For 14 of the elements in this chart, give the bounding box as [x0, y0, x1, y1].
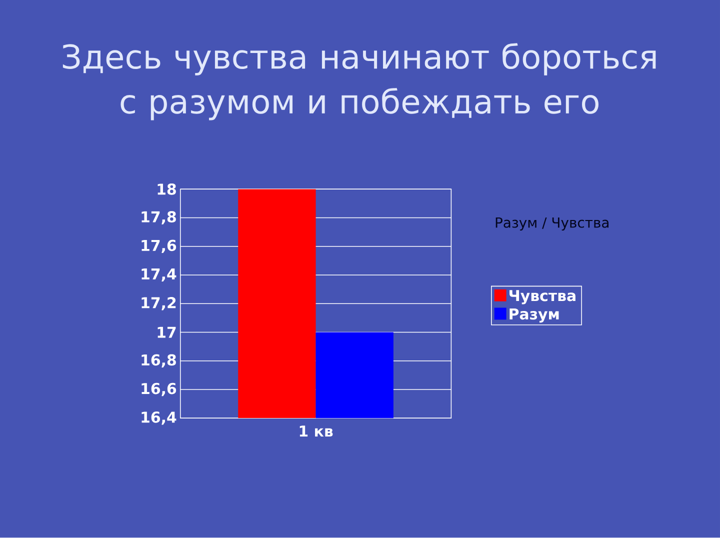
- y-tick-label: 16,6: [142, 383, 176, 396]
- chart-title: Здесь чувства начинают бороться с разумом и побеждать его: [62, 43, 656, 120]
- y-tick-label: 17,4: [142, 268, 176, 282]
- y-tick-label: 17,2: [142, 297, 176, 310]
- y-tick-label: 16,8: [142, 354, 176, 368]
- y-tick-label: 17: [158, 327, 176, 338]
- y-tick-label: 18: [158, 184, 176, 196]
- text: Разум / Чувства: [496, 218, 608, 231]
- legend-label: Чувства: [510, 290, 576, 304]
- legend-label: Разум: [510, 308, 559, 323]
- y-tick-label: 17,8: [142, 211, 176, 225]
- y-tick-label: 16,4: [142, 412, 176, 425]
- y-tick-label: 17,6: [142, 240, 176, 254]
- x-tick-label: 1 кв: [300, 426, 333, 437]
